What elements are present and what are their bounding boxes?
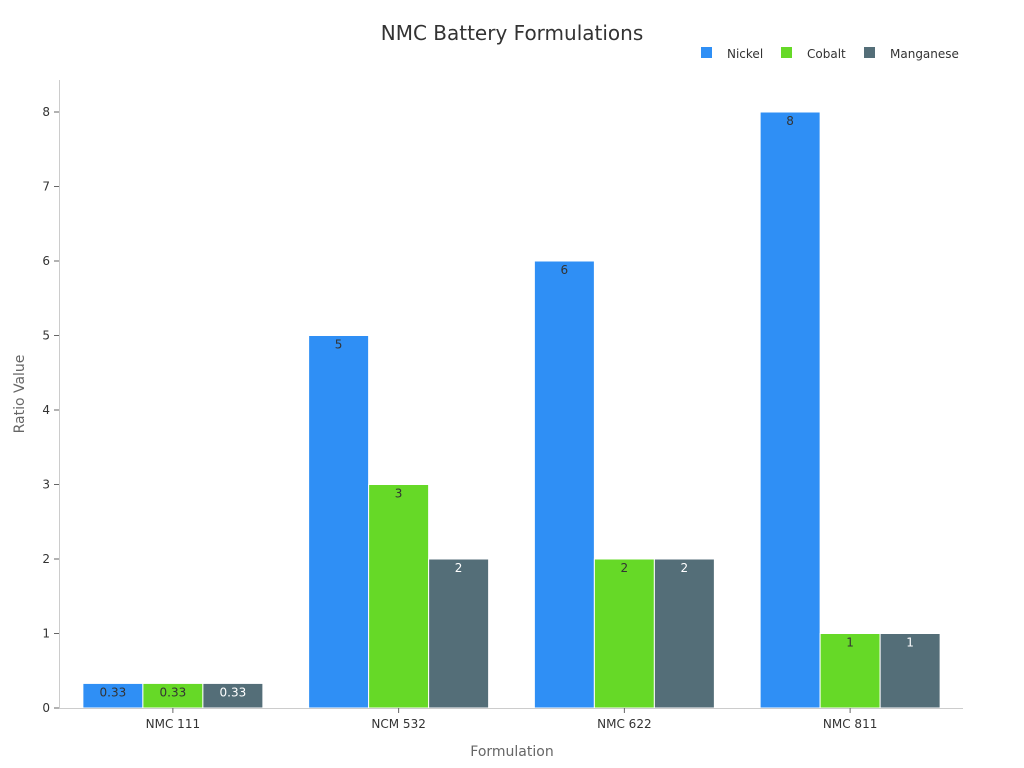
legend-swatch-cobalt[interactable] (781, 47, 792, 58)
data-label-cobalt-ncm-532: 3 (395, 487, 403, 501)
y-tick-label-7: 7 (42, 180, 50, 194)
x-tick-label-nmc-111: NMC 111 (146, 717, 200, 731)
legend-swatch-manganese[interactable] (864, 47, 875, 58)
data-label-nickel-ncm-532: 5 (335, 338, 343, 352)
data-label-manganese-nmc-111: 0.33 (220, 685, 247, 699)
bar-nickel-nmc-622[interactable] (533, 260, 595, 709)
x-tick-label-nmc-622: NMC 622 (597, 717, 651, 731)
bar-manganese-ncm-532[interactable] (428, 558, 490, 709)
y-tick-label-0: 0 (42, 701, 50, 715)
x-axis-title: Formulation (470, 744, 553, 760)
legend-label-nickel[interactable]: Nickel (727, 47, 763, 61)
bar-cobalt-nmc-111[interactable] (142, 682, 204, 709)
data-label-nickel-nmc-811: 8 (786, 114, 794, 128)
bar-cobalt-ncm-532[interactable] (368, 484, 430, 709)
bar-nickel-ncm-532[interactable] (308, 335, 370, 709)
bar-cobalt-nmc-811[interactable] (819, 633, 881, 709)
x-axis-ticks: NMC 111 NCM 532 NMC 622 NMC 811 (146, 708, 877, 731)
y-tick-label-1: 1 (42, 627, 50, 641)
data-label-cobalt-nmc-811: 1 (846, 636, 854, 650)
x-tick-label-ncm-532: NCM 532 (371, 717, 425, 731)
data-label-cobalt-nmc-622: 2 (621, 561, 629, 575)
bar-nickel-nmc-811[interactable] (759, 111, 821, 709)
y-tick-label-5: 5 (42, 329, 50, 343)
x-tick-label-nmc-811: NMC 811 (823, 717, 877, 731)
y-axis-title: Ratio Value (12, 355, 28, 434)
y-tick-label-4: 4 (42, 403, 50, 417)
data-label-nickel-nmc-622: 6 (561, 263, 569, 277)
data-label-nickel-nmc-111: 0.33 (100, 685, 127, 699)
legend-swatch-nickel[interactable] (701, 47, 712, 58)
y-tick-label-3: 3 (42, 478, 50, 492)
data-labels-layer: 0.33 0.33 0.33 5 3 2 6 2 2 8 1 1 (100, 114, 914, 699)
data-label-manganese-ncm-532: 2 (455, 561, 463, 575)
data-label-cobalt-nmc-111: 0.33 (160, 685, 187, 699)
y-tick-label-2: 2 (42, 552, 50, 566)
bar-cobalt-nmc-622[interactable] (593, 558, 655, 709)
y-tick-label-6: 6 (42, 254, 50, 268)
bar-manganese-nmc-622[interactable] (653, 558, 715, 709)
legend-label-manganese[interactable]: Manganese (890, 47, 959, 61)
data-label-manganese-nmc-811: 1 (906, 636, 914, 650)
bars-layer (82, 111, 941, 709)
legend-label-cobalt[interactable]: Cobalt (807, 47, 846, 61)
chart-title: NMC Battery Formulations (381, 21, 644, 45)
y-axis-ticks: 0 1 2 3 4 5 6 7 8 (42, 105, 59, 715)
y-tick-label-8: 8 (42, 105, 50, 119)
bar-nickel-nmc-111[interactable] (82, 682, 144, 709)
data-label-manganese-nmc-622: 2 (681, 561, 689, 575)
legend: Nickel Cobalt Manganese (701, 47, 959, 61)
